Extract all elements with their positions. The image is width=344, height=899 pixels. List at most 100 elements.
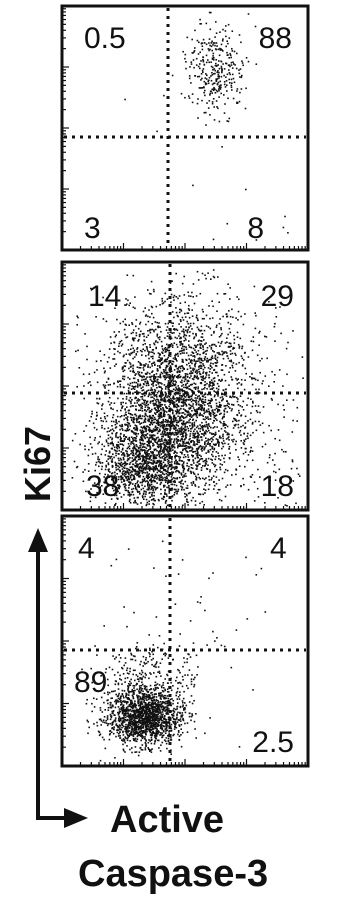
scatter-point xyxy=(173,491,176,494)
scatter-point xyxy=(177,355,179,357)
scatter-point xyxy=(206,102,208,104)
scatter-point xyxy=(176,360,178,362)
scatter-point xyxy=(239,76,241,78)
scatter-point xyxy=(217,73,220,76)
scatter-point xyxy=(195,334,197,337)
scatter-point xyxy=(199,458,201,461)
scatter-point xyxy=(128,353,130,355)
scatter-point xyxy=(182,435,185,438)
scatter-point xyxy=(257,468,259,471)
scatter-point xyxy=(175,427,177,430)
scatter-point xyxy=(278,439,281,442)
scatter-point xyxy=(183,461,185,463)
scatter-point xyxy=(191,484,193,486)
scatter-point xyxy=(193,358,196,361)
scatter-point xyxy=(266,357,268,360)
scatter-point xyxy=(122,320,124,323)
scatter-point xyxy=(159,360,161,363)
scatter-point xyxy=(153,290,155,293)
scatter-point xyxy=(176,442,178,444)
scatter-point xyxy=(138,470,140,473)
scatter-point xyxy=(127,389,130,392)
scatter-point xyxy=(203,504,205,506)
scatter-point xyxy=(183,275,185,278)
scatter-point xyxy=(123,378,126,381)
scatter-point xyxy=(193,430,195,432)
scatter-point xyxy=(200,73,203,75)
scatter-point xyxy=(202,71,204,73)
scatter-point xyxy=(222,433,224,436)
scatter-point xyxy=(172,383,175,386)
scatter-point xyxy=(171,495,174,497)
scatter-point xyxy=(171,375,173,377)
scatter-point xyxy=(162,467,164,469)
scatter-point xyxy=(228,403,230,405)
scatter-point xyxy=(141,376,144,379)
scatter-point xyxy=(196,461,199,464)
scatter-point xyxy=(200,382,202,384)
scatter-point xyxy=(186,498,188,501)
scatter-point xyxy=(188,346,191,348)
scatter-point xyxy=(116,447,119,450)
scatter-point xyxy=(111,460,113,462)
scatter-point xyxy=(148,407,150,409)
scatter-point xyxy=(216,371,218,374)
scatter-point xyxy=(250,340,253,342)
scatter-point xyxy=(183,454,186,456)
scatter-point xyxy=(196,317,199,320)
scatter-point xyxy=(134,386,136,388)
scatter-point xyxy=(211,477,213,479)
scatter-point xyxy=(228,327,231,330)
scatter-point xyxy=(215,21,217,23)
scatter-point xyxy=(179,375,182,378)
scatter-point xyxy=(136,490,139,492)
scatter-point xyxy=(156,130,158,133)
scatter-point xyxy=(175,311,178,314)
scatter-point xyxy=(115,464,117,467)
scatter-point xyxy=(241,406,243,408)
scatter-point xyxy=(204,350,207,353)
scatter-point xyxy=(206,443,209,445)
scatter-point xyxy=(134,437,137,439)
scatter-point xyxy=(175,296,178,298)
scatter-point xyxy=(159,414,161,416)
scatter-point xyxy=(220,421,222,424)
scatter-point xyxy=(232,404,235,406)
scatter-point xyxy=(179,440,182,442)
scatter-point xyxy=(240,384,243,386)
scatter-point xyxy=(198,407,200,409)
scatter-point xyxy=(180,389,182,391)
scatter-point xyxy=(111,441,113,443)
scatter-point xyxy=(128,361,131,364)
scatter-point xyxy=(215,468,218,471)
scatter-point xyxy=(216,324,218,327)
scatter-point xyxy=(277,403,279,406)
scatter-point xyxy=(151,476,153,479)
scatter-point xyxy=(192,355,194,357)
scatter-point xyxy=(107,468,110,471)
scatter-point xyxy=(158,444,160,446)
scatter-point xyxy=(204,464,207,467)
scatter-point xyxy=(117,441,120,443)
scatter-point xyxy=(164,421,166,423)
scatter-point xyxy=(207,457,210,460)
scatter-point xyxy=(153,722,155,724)
scatter-point xyxy=(161,472,164,475)
scatter-point xyxy=(125,304,127,306)
scatter-point xyxy=(160,330,162,333)
scatter-point xyxy=(128,436,131,439)
scatter-point xyxy=(187,442,190,445)
scatter-point xyxy=(147,366,149,368)
scatter-point xyxy=(218,443,220,446)
scatter-point xyxy=(161,479,164,482)
scatter-point xyxy=(156,471,159,474)
scatter-point xyxy=(218,498,221,501)
scatter-point xyxy=(230,86,233,89)
scatter-point xyxy=(93,482,96,484)
scatter-point xyxy=(217,75,219,78)
scatter-point xyxy=(159,417,161,419)
scatter-point xyxy=(185,410,188,412)
scatter-point xyxy=(160,424,163,427)
scatter-point xyxy=(241,62,244,64)
scatter-point xyxy=(162,466,164,468)
